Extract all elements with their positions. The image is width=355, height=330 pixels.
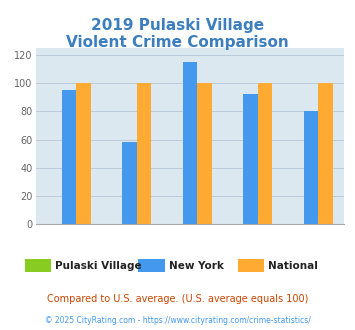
- Text: 2019 Pulaski Village: 2019 Pulaski Village: [91, 18, 264, 33]
- Bar: [76, 83, 91, 224]
- Bar: [243, 94, 258, 224]
- Text: © 2025 CityRating.com - https://www.cityrating.com/crime-statistics/: © 2025 CityRating.com - https://www.city…: [45, 315, 310, 325]
- Bar: [258, 83, 272, 224]
- Text: National: National: [268, 261, 318, 271]
- Bar: [318, 83, 333, 224]
- Bar: [122, 143, 137, 224]
- Bar: [61, 90, 76, 224]
- Bar: [137, 83, 151, 224]
- Bar: [183, 62, 197, 224]
- Text: Violent Crime Comparison: Violent Crime Comparison: [66, 35, 289, 50]
- Text: Compared to U.S. average. (U.S. average equals 100): Compared to U.S. average. (U.S. average …: [47, 294, 308, 304]
- Text: New York: New York: [169, 261, 224, 271]
- Bar: [197, 83, 212, 224]
- Bar: [304, 112, 318, 224]
- Text: Pulaski Village: Pulaski Village: [55, 261, 142, 271]
